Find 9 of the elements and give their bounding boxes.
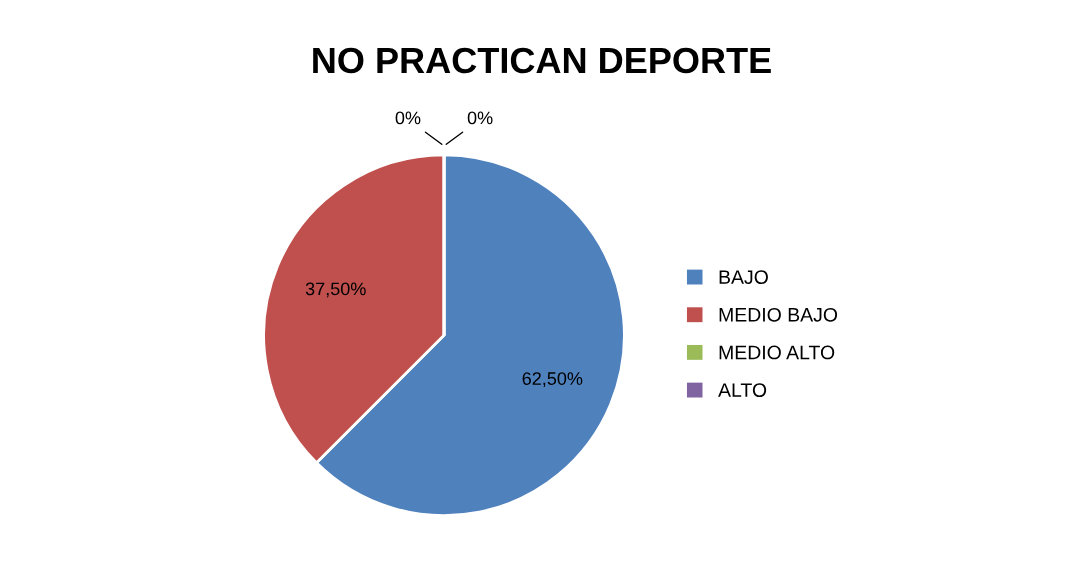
text: 0% xyxy=(467,111,493,125)
data-label: 62,50% xyxy=(522,372,583,388)
text: 0% xyxy=(395,111,421,125)
legend-label: ALTO xyxy=(718,383,767,398)
chart-title: NO PRACTICAN DEPORTE xyxy=(313,47,771,74)
legend-label: MEDIO BAJO xyxy=(719,307,838,322)
legend-label: BAJO xyxy=(719,270,768,284)
data-label: 37,50% xyxy=(305,282,366,298)
legend-label: MEDIO ALTO xyxy=(719,345,835,360)
